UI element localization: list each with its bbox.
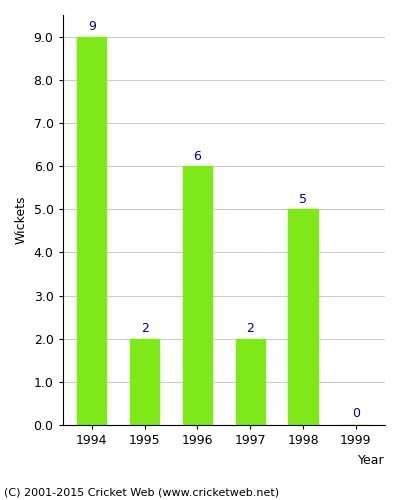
Text: 9: 9	[88, 20, 96, 33]
Text: (C) 2001-2015 Cricket Web (www.cricketweb.net): (C) 2001-2015 Cricket Web (www.cricketwe…	[4, 488, 279, 498]
Text: 5: 5	[299, 193, 307, 206]
Y-axis label: Wickets: Wickets	[15, 196, 28, 244]
Text: 2: 2	[141, 322, 148, 336]
Bar	[288, 209, 318, 425]
Text: 6: 6	[194, 150, 201, 162]
Text: 0: 0	[352, 407, 360, 420]
Text: 2: 2	[246, 322, 254, 336]
Bar	[183, 166, 212, 425]
Bar	[130, 338, 159, 425]
Text: Year: Year	[358, 454, 385, 467]
Bar	[77, 36, 106, 425]
Bar	[236, 338, 265, 425]
